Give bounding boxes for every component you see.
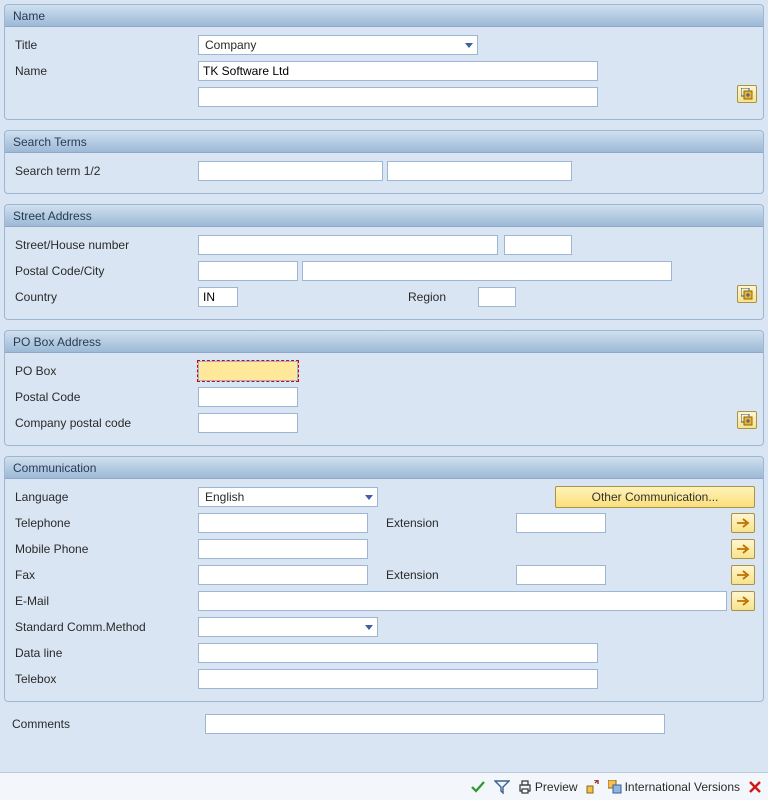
search-terms-panel: Search Terms Search term 1/2 <box>4 130 764 194</box>
language-label: Language <box>13 490 198 504</box>
telephone-input[interactable] <box>198 513 368 533</box>
assign-button[interactable] <box>586 780 600 794</box>
search-term-2-input[interactable] <box>387 161 572 181</box>
pobox-title: PO Box Address <box>5 331 763 353</box>
email-label: E-Mail <box>13 594 198 608</box>
std-comm-label: Standard Comm.Method <box>13 620 198 634</box>
international-versions-label: International Versions <box>625 780 740 794</box>
dataline-input[interactable] <box>198 643 598 663</box>
preview-label: Preview <box>535 780 578 794</box>
chevron-down-icon <box>365 625 373 630</box>
chevron-down-icon <box>365 495 373 500</box>
pobox-panel: PO Box Address PO Box Postal Code Compan… <box>4 330 764 446</box>
country-input[interactable] <box>198 287 238 307</box>
telephone-label: Telephone <box>13 516 198 530</box>
name-label: Name <box>13 64 198 78</box>
fax-more-button[interactable] <box>731 565 755 585</box>
telephone-more-button[interactable] <box>731 513 755 533</box>
cancel-icon <box>748 780 762 794</box>
preview-button[interactable]: Preview <box>518 780 578 794</box>
city-input[interactable] <box>302 261 672 281</box>
name-input[interactable] <box>198 61 598 81</box>
filter-button[interactable] <box>494 780 510 794</box>
communication-panel: Communication Language English Other Com… <box>4 456 764 702</box>
arrow-right-icon <box>736 570 750 580</box>
other-communication-button[interactable]: Other Communication... <box>555 486 755 508</box>
mobile-more-button[interactable] <box>731 539 755 559</box>
funnel-icon <box>494 780 510 794</box>
arrow-right-icon <box>736 518 750 528</box>
pobox-input[interactable] <box>198 361 298 381</box>
search-terms-title: Search Terms <box>5 131 763 153</box>
expand-icon <box>741 414 753 426</box>
company-postal-input[interactable] <box>198 413 298 433</box>
region-input[interactable] <box>478 287 516 307</box>
dataline-label: Data line <box>13 646 198 660</box>
country-label: Country <box>13 290 198 304</box>
pobox-label: PO Box <box>13 364 198 378</box>
fax-label: Fax <box>13 568 198 582</box>
email-more-button[interactable] <box>731 591 755 611</box>
international-versions-button[interactable]: International Versions <box>608 780 740 794</box>
title-label: Title <box>13 38 198 52</box>
name-input-2[interactable] <box>198 87 598 107</box>
email-input[interactable] <box>198 591 727 611</box>
house-number-input[interactable] <box>504 235 572 255</box>
fax-ext-input[interactable] <box>516 565 606 585</box>
expand-icon <box>741 288 753 300</box>
arrow-right-icon <box>736 596 750 606</box>
postal-code-input[interactable] <box>198 261 298 281</box>
search-term-label: Search term 1/2 <box>13 164 198 178</box>
chevron-down-icon <box>465 43 473 48</box>
assign-icon <box>586 780 600 794</box>
accept-button[interactable] <box>470 780 486 794</box>
mobile-input[interactable] <box>198 539 368 559</box>
telebox-label: Telebox <box>13 672 198 686</box>
language-dropdown-value: English <box>205 490 359 504</box>
expand-name-button[interactable] <box>737 85 757 103</box>
footer-bar: Preview International Versions <box>0 772 768 800</box>
street-label: Street/House number <box>13 238 198 252</box>
company-postal-label: Company postal code <box>13 416 198 430</box>
comments-row: Comments <box>4 712 764 736</box>
expand-pobox-button[interactable] <box>737 411 757 429</box>
expand-icon <box>741 88 753 100</box>
mobile-label: Mobile Phone <box>13 542 198 556</box>
telephone-ext-label: Extension <box>386 516 456 530</box>
arrow-right-icon <box>736 544 750 554</box>
print-icon <box>518 780 532 794</box>
fax-input[interactable] <box>198 565 368 585</box>
pobox-postal-input[interactable] <box>198 387 298 407</box>
name-panel: Name Title Company Name <box>4 4 764 120</box>
region-label: Region <box>408 290 478 304</box>
street-address-title: Street Address <box>5 205 763 227</box>
title-dropdown-value: Company <box>205 38 459 52</box>
title-dropdown[interactable]: Company <box>198 35 478 55</box>
telebox-input[interactable] <box>198 669 598 689</box>
versions-icon <box>608 780 622 794</box>
name-panel-title: Name <box>5 5 763 27</box>
street-address-panel: Street Address Street/House number Posta… <box>4 204 764 320</box>
check-icon <box>470 780 486 794</box>
communication-title: Communication <box>5 457 763 479</box>
comments-input[interactable] <box>205 714 665 734</box>
fax-ext-label: Extension <box>386 568 456 582</box>
comments-label: Comments <box>12 717 205 731</box>
language-dropdown[interactable]: English <box>198 487 378 507</box>
std-comm-dropdown[interactable] <box>198 617 378 637</box>
pobox-postal-label: Postal Code <box>13 390 198 404</box>
telephone-ext-input[interactable] <box>516 513 606 533</box>
postal-city-label: Postal Code/City <box>13 264 198 278</box>
expand-street-button[interactable] <box>737 285 757 303</box>
cancel-button[interactable] <box>748 780 762 794</box>
search-term-1-input[interactable] <box>198 161 383 181</box>
street-input[interactable] <box>198 235 498 255</box>
